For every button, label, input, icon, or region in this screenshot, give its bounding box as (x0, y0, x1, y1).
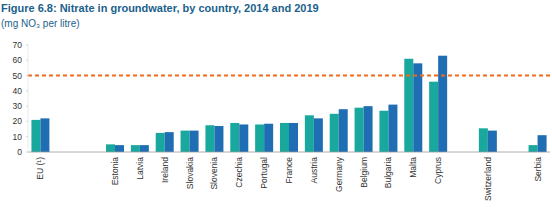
y-tick-label: 40 (13, 86, 23, 96)
y-tick-label: 70 (13, 40, 23, 50)
subtitle: (mg NO₃ per litre) (1, 18, 80, 29)
bar (280, 123, 289, 152)
x-tick-label: Czechia (234, 157, 244, 188)
bar (255, 124, 264, 152)
bar (165, 132, 174, 152)
x-tick-label: Cyprus (433, 157, 443, 184)
bar (355, 108, 364, 152)
x-axis (28, 152, 550, 153)
x-tick-label: Bulgaria (383, 157, 393, 188)
bar (305, 115, 314, 152)
bar (31, 120, 40, 152)
bar (190, 131, 199, 152)
bar (388, 105, 397, 152)
bar (379, 111, 388, 152)
x-tick-label: Ireland (160, 157, 170, 183)
x-tick-label: EU (¹) (35, 157, 45, 180)
bar (140, 145, 149, 152)
title: Figure 6.8: Nitrate in groundwater, by c… (1, 2, 319, 14)
bar (156, 133, 165, 152)
x-tick-label: Slovakia (185, 157, 195, 189)
bar (438, 56, 447, 152)
bar (339, 109, 348, 152)
bar (214, 126, 223, 152)
x-tick-label: France (284, 157, 294, 184)
bar (205, 125, 214, 152)
bar (529, 145, 538, 152)
bar (404, 59, 413, 152)
bar (364, 106, 373, 152)
threshold-line (28, 75, 550, 77)
bar (488, 131, 497, 152)
bars (28, 56, 550, 152)
x-tick-label: Slovenia (209, 157, 219, 190)
chart: Figure 6.8: Nitrate in groundwater, by c… (0, 0, 552, 217)
bar (314, 118, 323, 152)
x-tick-label: Austria (309, 157, 319, 184)
bar (239, 124, 248, 152)
x-tick-label: Switzerland (483, 157, 493, 201)
bar (181, 131, 190, 152)
y-tick-label: 30 (13, 101, 23, 111)
bar (230, 123, 239, 152)
bar (289, 123, 298, 152)
y-axis (28, 45, 29, 152)
bar (429, 82, 438, 152)
bar (264, 124, 273, 152)
y-tick-label: 60 (13, 55, 23, 65)
y-tick-label: 50 (13, 71, 23, 81)
bar (115, 145, 124, 152)
x-tick-label: Germany (334, 156, 344, 192)
bar (106, 144, 115, 152)
x-tick-label: Estonia (110, 157, 120, 186)
bar (40, 118, 49, 152)
bar (479, 128, 488, 152)
x-tick-label: Latvia (135, 157, 145, 180)
y-tick-label: 10 (13, 132, 23, 142)
x-tick-label: Belgium (359, 157, 369, 188)
bar (131, 145, 140, 152)
x-tick-label: Malta (408, 157, 418, 178)
bar (538, 135, 547, 152)
y-tick-label: 20 (13, 116, 23, 126)
x-tick-label: Portugal (259, 157, 269, 189)
bar (330, 114, 339, 152)
x-tick-label: Serbia (533, 157, 543, 182)
bar (413, 63, 422, 152)
y-tick-label: 0 (17, 147, 22, 157)
